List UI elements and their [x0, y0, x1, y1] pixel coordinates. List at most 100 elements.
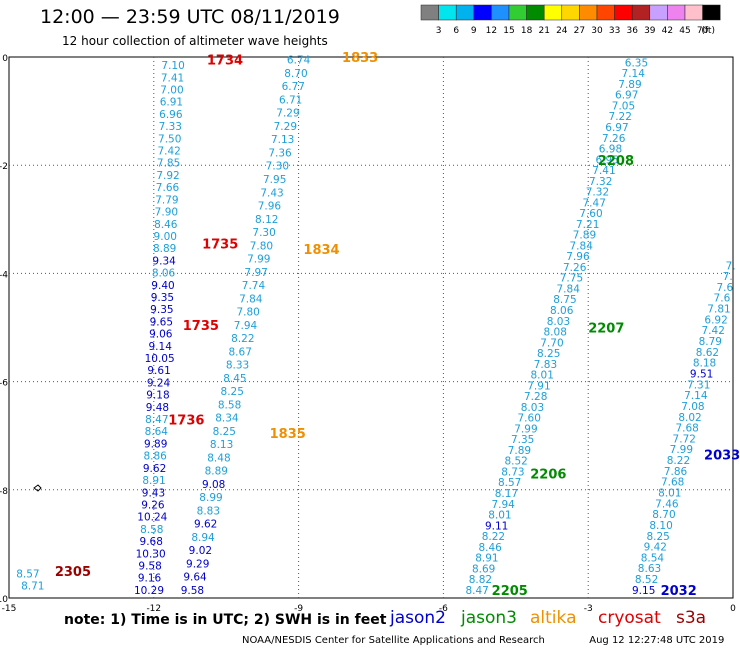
wave-height-value: 9.00 [154, 231, 177, 243]
pass-time-label: 2207 [588, 322, 624, 337]
wave-height-value: 8.06 [152, 268, 176, 280]
wave-height-value: 7.89 [618, 79, 641, 91]
lat-tick-label: -2 [0, 162, 8, 172]
map-frame [8, 56, 734, 599]
wave-height-value: 7.99 [247, 254, 270, 266]
colorbar-tick: 36 [626, 26, 638, 36]
wave-height-value: 7.31 [687, 379, 710, 391]
wave-height-value: 8.86 [143, 451, 167, 463]
wave-height-value: 7.32 [586, 187, 609, 199]
wave-height-value: 9.16 [138, 573, 162, 585]
wave-height-value: 7.41 [161, 72, 184, 84]
lat-tick-label: -4 [0, 270, 8, 280]
colorbar-unit: (ft) [701, 26, 715, 36]
wave-height-value: 8.33 [226, 360, 249, 372]
wave-height-value: 7.92 [156, 170, 179, 182]
colorbar-tick: 6 [453, 26, 459, 36]
wave-height-value: 9.11 [485, 520, 508, 532]
wave-height-value: 8.01 [658, 488, 681, 500]
wave-height-value: 8.47 [465, 585, 488, 597]
wave-height-value: 9.62 [143, 463, 166, 475]
wave-height-value: 8.64 [145, 426, 169, 438]
wave-height-value: 7.89 [508, 445, 531, 457]
lon-tick-label: -12 [146, 604, 161, 614]
wave-height-value: 7.84 [239, 293, 263, 305]
colorbar-tick: 24 [556, 26, 568, 36]
wave-height-value: 7.00 [160, 85, 183, 97]
wave-height-value: 7.80 [250, 240, 273, 252]
wave-height-value: 9.48 [146, 402, 169, 414]
colorbar-tick: 3 [436, 26, 442, 36]
wave-height-value: 7.75 [560, 273, 583, 285]
wave-height-value: 9.61 [147, 365, 170, 377]
lat-tick-label: -6 [0, 379, 8, 389]
wave-height-value: 7.26 [563, 262, 587, 274]
wave-height-value: 8.89 [153, 243, 176, 255]
wave-height-value: 7.14 [622, 68, 646, 80]
lon-tick-label: -9 [294, 604, 303, 614]
wave-height-value: 8.01 [488, 510, 511, 522]
wave-height-value: 8.34 [215, 413, 239, 425]
wave-height-value: 9.18 [146, 390, 169, 402]
wave-height-value: 9.08 [202, 479, 225, 491]
wave-height-value: 10.05 [145, 353, 175, 365]
wave-height-value: 8.02 [678, 412, 701, 424]
wave-height-value: 7.13 [271, 134, 294, 146]
wave-height-value: 8.25 [537, 348, 560, 360]
map-title: 12:00 — 23:59 UTC 08/11/2019 [40, 6, 340, 28]
wave-height-value: 9.29 [186, 558, 209, 570]
wave-height-value: 9.26 [141, 499, 165, 511]
pass-time-label: 2032 [661, 584, 697, 599]
wave-height-value: 7.89 [573, 230, 596, 242]
legend-jason2: jason2 [390, 608, 446, 628]
colorbar-tick: 15 [503, 26, 514, 36]
wave-height-value: 8.63 [638, 563, 661, 575]
wave-height-value: 8.01 [531, 370, 554, 382]
wave-height-value: 6.96 [159, 109, 183, 121]
wave-height-value: 10.24 [137, 512, 167, 524]
wave-height-value: 8.08 [544, 327, 567, 339]
wave-height-value: 7.43 [260, 187, 283, 199]
wave-height-value: 8.46 [154, 219, 178, 231]
wave-height-value: 8.91 [142, 475, 165, 487]
wave-height-value: 8.25 [213, 426, 236, 438]
coastline [33, 484, 42, 492]
colorbar-swatch [702, 4, 721, 21]
colorbar-tick: 39 [644, 26, 656, 36]
colorbar-tick: 45 [679, 26, 690, 36]
wave-height-value: 8.70 [284, 68, 307, 80]
wave-height-value: 7.83 [534, 359, 557, 371]
lon-tick-label: -3 [584, 604, 593, 614]
wave-height-value: 7.84 [557, 283, 581, 295]
wave-height-value: 7.30 [252, 227, 275, 239]
map-subtitle: 12 hour collection of altimeter wave hei… [62, 34, 328, 48]
wave-height-value: 7.99 [514, 423, 537, 435]
wave-height-value: 8.94 [191, 532, 215, 544]
lat-tick-label: -8 [0, 487, 8, 497]
wave-height-value: 7.6 [716, 282, 733, 294]
pass-time-label: 1833 [342, 51, 378, 66]
pass-time-label: 2305 [55, 565, 91, 580]
wave-height-value: 8.58 [218, 399, 241, 411]
wave-height-value: 6.35 [625, 57, 648, 69]
wave-height-value: 7.14 [684, 390, 708, 402]
wave-height-value: 7.86 [664, 466, 688, 478]
wave-height-value: 8.79 [699, 336, 722, 348]
wave-height-value: 8.75 [553, 294, 576, 306]
wave-height-value: 6.95 [596, 154, 619, 166]
wave-height-value: 7.6 [714, 293, 731, 305]
wave-height-value: 8.70 [652, 509, 675, 521]
wave-height-value: 9.62 [194, 519, 217, 531]
pass-time-label: 2033 [704, 449, 740, 464]
wave-height-value: 8.52 [635, 574, 658, 586]
wave-height-value: 7.81 [707, 304, 730, 316]
wave-height-value: 7.10 [161, 60, 184, 72]
wave-height-value: 7.22 [609, 111, 632, 123]
wave-height-value: 8.73 [501, 466, 524, 478]
pass-time-label: 2208 [598, 154, 634, 169]
wave-height-value: 7.36 [268, 147, 292, 159]
wave-height-value: 9.35 [150, 304, 173, 316]
wave-height-value: 9.68 [140, 536, 163, 548]
wave-height-value: 7.96 [258, 201, 282, 213]
